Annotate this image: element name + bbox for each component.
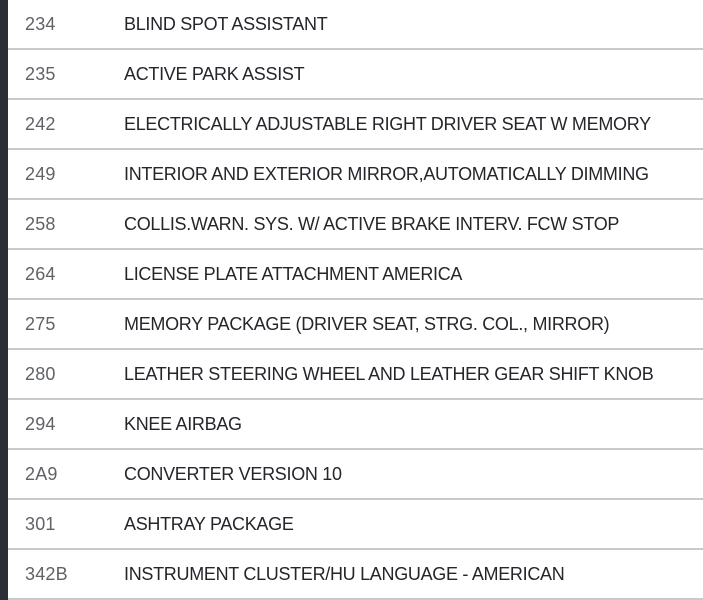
option-description: LICENSE PLATE ATTACHMENT AMERICA [124, 263, 463, 284]
option-description: CONVERTER VERSION 10 [124, 463, 342, 484]
table-row[interactable]: 235 ACTIVE PARK ASSIST [8, 50, 703, 100]
table-row[interactable]: 234 BLIND SPOT ASSISTANT [8, 0, 703, 50]
option-code: 258 [25, 213, 56, 234]
option-code: 264 [25, 263, 56, 284]
option-description: KNEE AIRBAG [124, 413, 242, 434]
option-description: BLIND SPOT ASSISTANT [124, 13, 328, 34]
table-row[interactable]: 264 LICENSE PLATE ATTACHMENT AMERICA [8, 250, 703, 300]
option-code: 242 [25, 113, 56, 134]
table-row[interactable]: 301 ASHTRAY PACKAGE [8, 500, 703, 550]
option-description: INTERIOR AND EXTERIOR MIRROR,AUTOMATICAL… [124, 163, 649, 184]
table-row[interactable]: 342B INSTRUMENT CLUSTER/HU LANGUAGE - AM… [8, 550, 703, 600]
table-row[interactable]: 280 LEATHER STEERING WHEEL AND LEATHER G… [8, 350, 703, 400]
option-description: ACTIVE PARK ASSIST [124, 63, 305, 84]
table-row[interactable]: 249 INTERIOR AND EXTERIOR MIRROR,AUTOMAT… [8, 150, 703, 200]
table-row[interactable]: 242 ELECTRICALLY ADJUSTABLE RIGHT DRIVER… [8, 100, 703, 150]
option-code: 280 [25, 363, 56, 384]
option-code: 294 [25, 413, 56, 434]
option-description: INSTRUMENT CLUSTER/HU LANGUAGE - AMERICA… [124, 563, 565, 584]
option-description: COLLIS.WARN. SYS. W/ ACTIVE BRAKE INTERV… [124, 213, 620, 234]
option-description: ASHTRAY PACKAGE [124, 513, 294, 534]
option-code: 342B [25, 563, 68, 584]
option-code: 275 [25, 313, 56, 334]
table-row[interactable]: 275 MEMORY PACKAGE (DRIVER SEAT, STRG. C… [8, 300, 703, 350]
option-code: 235 [25, 63, 56, 84]
options-table: 234 BLIND SPOT ASSISTANT 235 ACTIVE PARK… [8, 0, 703, 600]
table-row[interactable]: 294 KNEE AIRBAG [8, 400, 703, 450]
option-code: 234 [25, 13, 56, 34]
option-description: LEATHER STEERING WHEEL AND LEATHER GEAR … [124, 363, 654, 384]
option-code: 249 [25, 163, 56, 184]
option-description: MEMORY PACKAGE (DRIVER SEAT, STRG. COL.,… [124, 313, 610, 334]
table-row[interactable]: 2A9 CONVERTER VERSION 10 [8, 450, 703, 500]
option-description: ELECTRICALLY ADJUSTABLE RIGHT DRIVER SEA… [124, 113, 651, 134]
left-edge-bar [0, 0, 8, 600]
table-row[interactable]: 258 COLLIS.WARN. SYS. W/ ACTIVE BRAKE IN… [8, 200, 703, 250]
option-code: 301 [25, 513, 56, 534]
option-code: 2A9 [25, 463, 58, 484]
